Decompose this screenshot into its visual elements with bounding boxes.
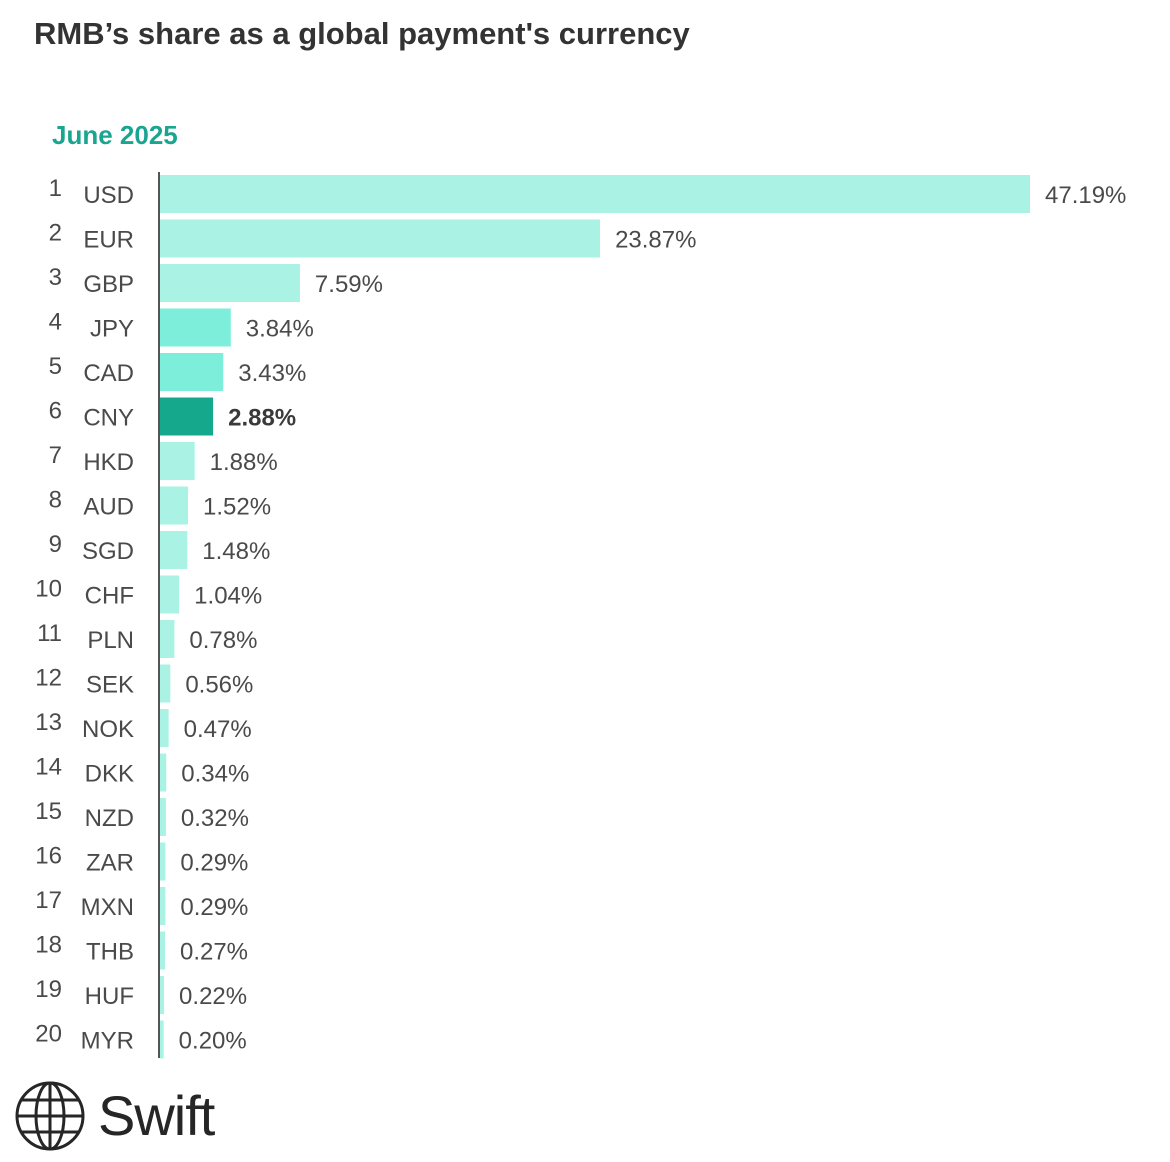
data-label: 0.34% <box>181 761 249 788</box>
data-label: 1.48% <box>202 538 270 565</box>
bar-gbp <box>160 264 300 302</box>
category-label: CNY <box>83 405 134 432</box>
logo-wordmark: Swift <box>98 1084 215 1147</box>
globe-icon <box>15 1081 85 1151</box>
bar-sgd <box>160 531 188 569</box>
rank-label: 1 <box>49 175 62 202</box>
category-label: THB <box>86 939 134 966</box>
data-label: 0.27% <box>180 939 248 966</box>
rank-label: 14 <box>35 754 62 781</box>
bar-hkd <box>160 442 195 480</box>
bar-thb <box>160 931 165 970</box>
bar-cny <box>160 397 214 436</box>
bar-cad <box>160 353 224 391</box>
data-label: 1.52% <box>203 494 271 521</box>
bar-zar <box>160 842 166 881</box>
swift-logo: Swift <box>14 1080 215 1152</box>
rank-label: 4 <box>49 309 62 336</box>
data-label: 0.47% <box>184 716 252 743</box>
data-label: 2.88% <box>228 405 296 432</box>
rank-label: 19 <box>35 976 62 1003</box>
data-label: 1.04% <box>194 583 262 610</box>
data-label: 1.88% <box>210 449 278 476</box>
chart-subtitle: June 2025 <box>52 120 178 150</box>
category-label: EUR <box>83 227 134 254</box>
rank-label: 13 <box>35 709 62 736</box>
data-label: 0.20% <box>179 1028 247 1055</box>
category-label: CAD <box>83 360 134 387</box>
bar-chf <box>160 575 180 614</box>
bar-myr <box>160 1020 164 1059</box>
category-label: HUF <box>85 983 134 1010</box>
bar-chart: 1 USD 47.19%2 EUR 23.87%3 GBP 7.59%4 JPY 3.84%5 C… <box>35 172 1126 1059</box>
category-label: AUD <box>83 494 134 521</box>
bar-jpy <box>160 308 231 347</box>
rank-label: 10 <box>35 576 62 603</box>
rank-label: 9 <box>49 531 62 558</box>
category-label: NOK <box>82 716 134 743</box>
data-label: 3.84% <box>246 316 314 343</box>
rank-label: 11 <box>37 620 62 647</box>
rank-label: 5 <box>49 353 62 380</box>
rank-label: 6 <box>49 398 62 425</box>
category-label: USD <box>83 182 134 209</box>
data-label: 47.19% <box>1045 182 1126 209</box>
category-label: SEK <box>86 672 134 699</box>
rank-label: 2 <box>49 220 62 247</box>
category-label: NZD <box>85 805 134 832</box>
rank-label: 17 <box>35 887 62 914</box>
data-label: 7.59% <box>315 271 383 298</box>
bar-sek <box>160 664 171 703</box>
category-label: GBP <box>83 271 134 298</box>
rank-label: 3 <box>49 264 62 291</box>
bar-mxn <box>160 887 166 925</box>
data-label: 0.32% <box>181 805 249 832</box>
category-label: CHF <box>85 583 134 610</box>
bar-nok <box>160 709 169 747</box>
bar-nzd <box>160 798 166 836</box>
data-label: 0.22% <box>179 983 247 1010</box>
data-label: 3.43% <box>238 360 306 387</box>
data-label: 0.56% <box>185 672 253 699</box>
bar-pln <box>160 620 175 658</box>
rank-label: 7 <box>49 442 62 469</box>
bar-huf <box>160 976 165 1014</box>
bar-usd <box>160 175 1030 213</box>
rank-label: 12 <box>35 665 62 692</box>
bar-eur <box>160 219 601 258</box>
data-label: 0.29% <box>180 850 248 877</box>
rank-label: 8 <box>49 487 62 514</box>
rank-label: 18 <box>35 932 62 959</box>
bar-aud <box>160 486 189 525</box>
data-label: 0.29% <box>180 894 248 921</box>
category-label: SGD <box>82 538 134 565</box>
data-label: 0.78% <box>189 627 257 654</box>
data-label: 23.87% <box>615 227 696 254</box>
bar-dkk <box>160 753 167 792</box>
chart-title: RMB’s share as a global payment's curren… <box>34 16 690 51</box>
category-label: PLN <box>87 627 134 654</box>
category-label: DKK <box>85 761 134 788</box>
rank-label: 20 <box>35 1021 62 1048</box>
category-label: ZAR <box>86 850 134 877</box>
rank-label: 15 <box>35 798 62 825</box>
category-label: JPY <box>90 316 134 343</box>
rank-label: 16 <box>35 843 62 870</box>
category-label: HKD <box>83 449 134 476</box>
category-label: MXN <box>81 894 134 921</box>
category-label: MYR <box>81 1028 134 1055</box>
